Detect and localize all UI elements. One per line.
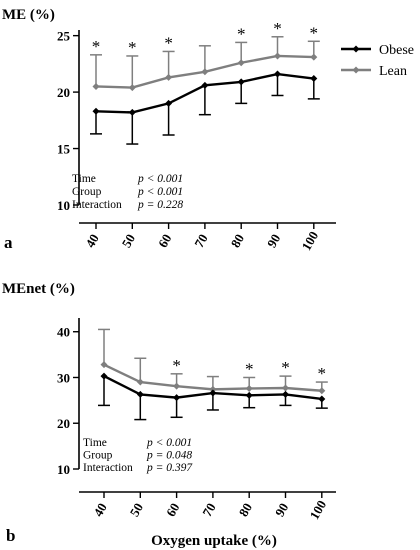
panel-b-y-tick-label: 10 [57,462,70,477]
panel-a-stat-label: Group [72,186,102,198]
panel-b-y-tick-label: 30 [57,370,70,385]
panel-b-x-tick-label: 40 [90,500,109,519]
panel-a-significance-star: * [310,23,319,42]
panel-b-point-lean [318,387,326,395]
panel-b-point-lean [282,384,289,392]
panel-b-stat-label: Interaction [83,462,133,474]
panel-a-stat-value: p < 0.001 [137,173,183,185]
panel-a-point-lean [128,84,136,92]
panel-a-significance-star: * [128,38,137,57]
panel-a-significance-star: * [273,19,282,38]
panel-b-point-lean [173,382,181,390]
panel-b-xlabel: Oxygen uptake (%) [151,533,277,549]
panel-b-ylabel: MEnet (%) [2,281,75,297]
panel-a-significance-star: * [92,37,101,56]
panel-b-significance-star: * [245,359,254,378]
panel-a-point-obese [274,70,281,78]
panel-a-stat-value: p < 0.001 [137,186,183,198]
panel-b-point-lean [100,361,108,369]
panel-a-stat-label: Time [72,173,96,185]
panel-a-stat-value: p = 0.228 [137,199,183,211]
panel-a-x-tick-label: 90 [264,231,283,250]
panel-a-point-obese [92,107,100,115]
panel-b-y-tick-label: 40 [57,325,70,340]
panel-a-point-obese [165,99,173,107]
panel-b-stat-value: p = 0.397 [146,462,193,474]
panel-b-point-lean [245,384,253,392]
panel-b-point-obese [245,391,253,399]
panel-b-x-tick-label: 100 [307,498,330,522]
legend-label-obese: Obese [379,43,414,58]
panel-a-point-lean [310,53,318,61]
panel-a-point-lean [165,73,173,81]
panel-b-significance-star: * [318,364,327,383]
panel-a-y-tick-label: 20 [57,85,70,100]
panel-b-x-tick-label: 80 [236,500,255,519]
panel-a-y-tick-label: 25 [57,29,71,44]
panel-a-point-lean [274,52,281,60]
panel-b-significance-star: * [172,356,181,375]
panel-b-x-tick-label: 50 [127,500,146,519]
panel-a-x-tick-label: 40 [82,231,101,250]
panel-a-point-lean [201,68,209,76]
legend-label-lean: Lean [379,64,407,79]
panel-a-significance-star: * [237,24,246,43]
panel-b-point-lean [136,378,144,386]
panel-a-point-obese [128,108,136,116]
panel-b-point-obese [282,390,289,398]
panel-b-point-obese [100,372,108,380]
legend-marker-obese [352,45,360,53]
panel-b-point-obese [173,394,181,402]
panel-a-y-tick-label: 15 [57,142,71,157]
panel-a-point-obese [310,75,318,83]
panel-a-point-lean [92,82,100,90]
panel-b-stat-label: Time [83,437,107,449]
panel-a-point-lean [237,59,245,67]
panel-a-point-obese [237,78,245,86]
panel-b-x-tick-label: 60 [163,500,182,519]
panel-a-label: a [4,233,13,252]
panel-b-label: b [6,526,15,545]
panel-b-stat-value: p = 0.048 [146,450,192,462]
panel-b-point-lean [209,385,217,393]
panel-a-ylabel: ME (%) [2,7,55,23]
panel-b-point-obese [318,395,326,403]
panel-b-stat-value: p < 0.001 [146,437,192,449]
legend-marker-lean [352,66,360,74]
panel-b-x-tick-label: 70 [199,500,218,519]
panel-a-x-tick-label: 60 [155,231,174,250]
panel-a-y-tick-label: 10 [57,198,70,213]
panel-a-x-tick-label: 50 [119,231,138,250]
panel-a-x-tick-label: 80 [228,231,247,250]
panel-b-significance-star: * [281,358,290,377]
panel-a-significance-star: * [164,33,173,52]
panel-a-stat-label: Interaction [72,199,122,211]
panel-b-stat-label: Group [83,450,113,462]
panel-a-point-obese [201,81,209,89]
panel-a-x-tick-label: 70 [191,231,210,250]
panel-b-point-obese [136,390,144,398]
panel-b-x-tick-label: 90 [272,500,291,519]
panel-b-y-tick-label: 20 [57,416,70,431]
panel-a-x-tick-label: 100 [299,229,322,253]
panel-b-point-obese [209,389,217,397]
